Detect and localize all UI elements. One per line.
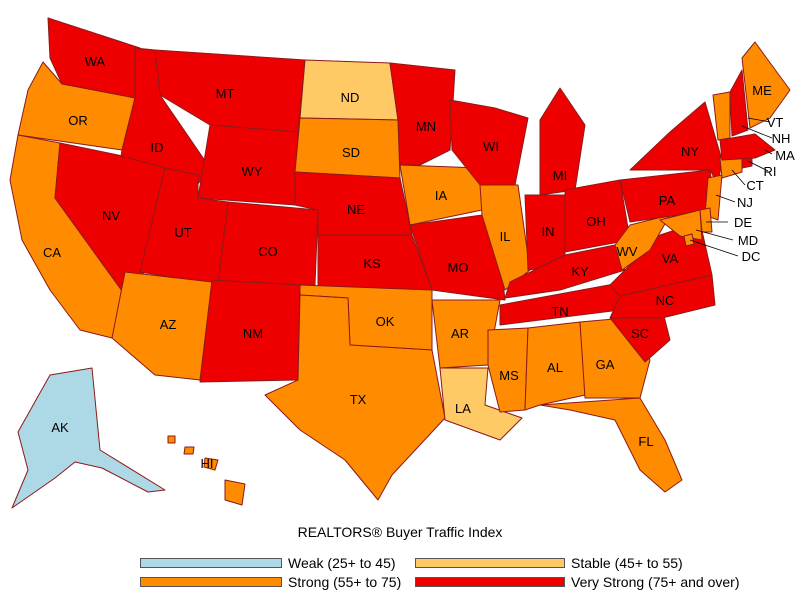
label-fl: FL bbox=[638, 434, 653, 449]
label-pa: PA bbox=[659, 193, 676, 208]
label-al: AL bbox=[547, 360, 563, 375]
legend-swatch-stable bbox=[415, 558, 565, 568]
label-oh: OH bbox=[586, 214, 606, 229]
state-labels: WA OR CA ID NV MT WY UT AZ CO NM ND SD N… bbox=[43, 54, 795, 471]
label-nc: NC bbox=[656, 293, 675, 308]
state-az[interactable] bbox=[111, 271, 213, 381]
state-al[interactable] bbox=[524, 321, 586, 411]
label-ar: AR bbox=[451, 326, 469, 341]
label-or: OR bbox=[68, 113, 88, 128]
state-hi-kauai[interactable] bbox=[167, 435, 176, 444]
state-me[interactable] bbox=[741, 41, 791, 129]
label-nd: ND bbox=[341, 90, 360, 105]
label-ga: GA bbox=[596, 357, 615, 372]
state-la[interactable] bbox=[439, 367, 523, 441]
state-ak[interactable] bbox=[11, 367, 166, 509]
label-dc: DC bbox=[742, 249, 761, 264]
label-ks: KS bbox=[363, 256, 381, 271]
us-map: WA OR CA ID NV MT WY UT AZ CO NM ND SD N… bbox=[9, 17, 795, 509]
label-ia: IA bbox=[435, 188, 448, 203]
legend-label-strong: Strong (55+ to 75) bbox=[288, 574, 402, 590]
label-id: ID bbox=[151, 140, 164, 155]
label-ne: NE bbox=[347, 202, 365, 217]
state-md[interactable] bbox=[659, 209, 703, 241]
state-ms[interactable] bbox=[487, 327, 529, 413]
label-ri: RI bbox=[764, 164, 777, 179]
label-mi: MI bbox=[553, 168, 567, 183]
label-nm: NM bbox=[243, 326, 263, 341]
label-ky: KY bbox=[571, 264, 589, 279]
legend-label-very-strong: Very Strong (75+ and over) bbox=[571, 574, 740, 590]
state-mi[interactable] bbox=[539, 87, 586, 196]
legend-swatch-weak bbox=[140, 558, 282, 568]
label-in: IN bbox=[542, 224, 555, 239]
label-mt: MT bbox=[216, 86, 235, 101]
leader-lines bbox=[689, 117, 773, 257]
label-ct: CT bbox=[746, 178, 763, 193]
state-wv[interactable] bbox=[614, 214, 671, 271]
label-ms: MS bbox=[499, 368, 519, 383]
label-az: AZ bbox=[160, 317, 177, 332]
legend-label-stable: Stable (45+ to 55) bbox=[571, 555, 683, 571]
label-mo: MO bbox=[448, 260, 469, 275]
legend-swatch-very-strong bbox=[415, 577, 565, 587]
label-nj: NJ bbox=[737, 195, 753, 210]
state-hi-maui[interactable] bbox=[203, 457, 219, 471]
label-de: DE bbox=[734, 215, 752, 230]
label-me: ME bbox=[752, 83, 772, 98]
label-wa: WA bbox=[85, 54, 106, 69]
label-ak: AK bbox=[51, 420, 69, 435]
label-nh: NH bbox=[772, 131, 791, 146]
state-de[interactable] bbox=[699, 207, 713, 233]
legend-label-weak: Weak (25+ to 45) bbox=[288, 555, 396, 571]
state-nh[interactable] bbox=[729, 69, 749, 137]
label-sc: SC bbox=[631, 326, 649, 341]
label-il: IL bbox=[500, 229, 511, 244]
label-md: MD bbox=[738, 233, 758, 248]
state-tx[interactable] bbox=[264, 294, 446, 501]
label-co: CO bbox=[258, 244, 278, 259]
label-wi: WI bbox=[483, 139, 499, 154]
state-co[interactable] bbox=[217, 201, 319, 286]
label-hi: HI bbox=[201, 456, 214, 471]
state-dc[interactable] bbox=[683, 233, 695, 247]
legend-item-strong: Strong (55+ to 75) bbox=[140, 573, 401, 591]
label-ca: CA bbox=[43, 245, 61, 260]
state-hi[interactable] bbox=[224, 479, 246, 506]
state-fl[interactable] bbox=[539, 397, 683, 493]
state-ma[interactable] bbox=[719, 133, 776, 161]
label-ma: MA bbox=[775, 148, 795, 163]
state-mn[interactable] bbox=[389, 62, 456, 166]
label-tx: TX bbox=[350, 392, 367, 407]
label-wv: WV bbox=[617, 244, 638, 259]
legend-item-weak: Weak (25+ to 45) bbox=[140, 554, 396, 572]
label-la: LA bbox=[455, 401, 471, 416]
label-va: VA bbox=[662, 251, 679, 266]
legend-swatch-strong bbox=[140, 577, 282, 587]
state-hi-oahu[interactable] bbox=[183, 446, 195, 455]
hawaii-islands bbox=[167, 435, 246, 506]
label-sd: SD bbox=[342, 145, 360, 160]
legend-item-stable: Stable (45+ to 55) bbox=[415, 554, 683, 572]
state-vt[interactable] bbox=[712, 91, 731, 141]
label-ok: OK bbox=[376, 314, 395, 329]
label-ut: UT bbox=[174, 225, 191, 240]
label-mn: MN bbox=[416, 119, 436, 134]
label-vt: VT bbox=[767, 115, 784, 130]
legend-item-very-strong: Very Strong (75+ and over) bbox=[415, 573, 740, 591]
label-ny: NY bbox=[681, 144, 699, 159]
map-title: REALTORS® Buyer Traffic Index bbox=[297, 524, 503, 540]
label-tn: TN bbox=[551, 304, 568, 319]
label-wy: WY bbox=[242, 164, 263, 179]
label-nv: NV bbox=[102, 208, 120, 223]
